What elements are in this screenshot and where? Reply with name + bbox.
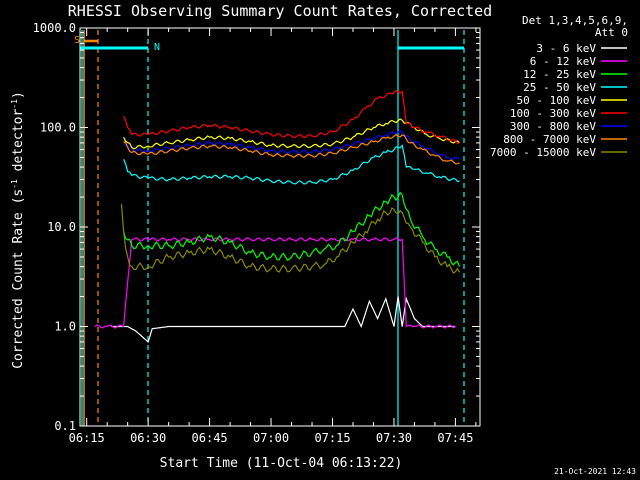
y-tick-label: 10.0 <box>47 220 76 234</box>
series-layer <box>94 89 461 343</box>
y-tick-label: 100.0 <box>40 121 76 135</box>
timestamp: 21-Oct-2021 12:43 <box>554 467 636 476</box>
legend-entry-label: 7000 - 15000 keV <box>490 146 596 159</box>
x-tick-label: 06:45 <box>192 431 228 445</box>
x-tick-label: 06:30 <box>130 431 166 445</box>
y-axis-label-part2: detector <box>11 109 26 180</box>
series-line-5 <box>123 118 460 150</box>
y-axis-label-part3: ) <box>11 91 26 99</box>
x-tick-label: 06:15 <box>69 431 105 445</box>
series-line-9 <box>120 204 461 274</box>
legend-header-2: Att 0 <box>595 26 628 39</box>
y-tick-label: 1.0 <box>54 320 76 334</box>
y-tick-label: 0.1 <box>54 419 76 433</box>
legend-entry-label: 800 - 7000 keV <box>503 133 596 146</box>
y-axis-label-part1: Corrected Count Rate (s <box>11 189 26 369</box>
night-label: N <box>154 42 160 53</box>
x-axis: 06:15 06:30 06:45 07:00 07:15 07:30 07:45 <box>69 28 477 445</box>
observing-markers: SN <box>74 30 465 426</box>
x-tick-label: 07:00 <box>253 431 289 445</box>
y-tick-label: 1000.0 <box>33 21 76 35</box>
x-tick-label: 07:30 <box>376 431 412 445</box>
y-axis-label: Corrected Count Rate (s-1 detector-1) <box>10 91 26 369</box>
legend-entry-label: 100 - 300 keV <box>510 107 596 120</box>
legend-entry-label: 3 - 6 keV <box>536 42 596 55</box>
series-line-8 <box>123 133 460 165</box>
legend-entry-label: 25 - 50 keV <box>523 81 596 94</box>
x-tick-label: 07:45 <box>437 431 473 445</box>
series-line-7 <box>123 129 460 161</box>
legend-entry-label: 300 - 800 keV <box>510 120 596 133</box>
series-line-2 <box>94 237 456 329</box>
legend-header-1: Det 1,3,4,5,6,9, <box>522 14 628 27</box>
legend-entry-label: 50 - 100 keV <box>517 94 597 107</box>
y-axis-label-sup2: -1 <box>10 99 19 109</box>
y-axis-label-sup1: -1 <box>10 179 19 189</box>
series-line-4 <box>123 144 460 185</box>
x-axis-label: Start Time (11-Oct-04 06:13:22) <box>160 456 403 471</box>
legend-entry-label: 12 - 25 keV <box>523 68 596 81</box>
saa-label: S <box>74 35 80 46</box>
series-line-6 <box>123 89 460 144</box>
legend-entry-label: 6 - 12 keV <box>530 55 597 68</box>
series-line-3 <box>123 191 461 267</box>
series-line-1 <box>111 296 456 343</box>
x-tick-label: 07:15 <box>314 431 350 445</box>
chart-title: RHESSI Observing Summary Count Rates, Co… <box>68 2 492 20</box>
